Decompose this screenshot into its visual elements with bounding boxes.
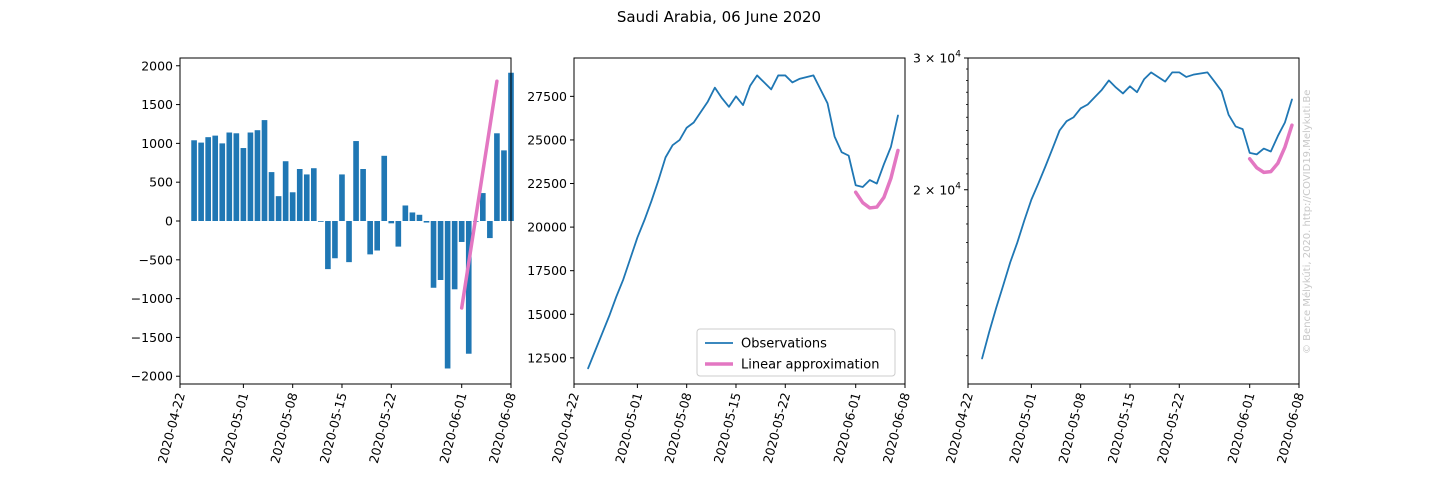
bar <box>268 172 275 221</box>
bar <box>233 133 240 221</box>
approximation-line <box>1247 123 1294 175</box>
bar <box>198 142 204 221</box>
x-tick-label: 2020-05-15 <box>1105 391 1138 465</box>
bar <box>381 155 388 221</box>
bar <box>325 221 331 270</box>
x-tick-label: 2020-06-08 <box>880 391 913 465</box>
bar <box>212 135 219 221</box>
bar <box>501 150 507 221</box>
bar <box>205 137 211 221</box>
observations-line <box>587 74 899 370</box>
bar <box>282 161 289 221</box>
bar <box>416 214 423 221</box>
bar <box>275 196 282 221</box>
bar <box>318 221 324 222</box>
y-tick-label: 2000 <box>141 58 173 73</box>
x-tick-label: 2020-06-01 <box>436 391 469 465</box>
bar <box>458 221 465 242</box>
y-tick-label: −1000 <box>131 291 173 306</box>
x-tick-label: 2020-05-15 <box>317 391 350 465</box>
approximation-line <box>459 79 499 310</box>
bar <box>494 133 500 221</box>
bar <box>226 132 233 221</box>
approximation-line <box>853 148 900 210</box>
y-tick-label: 0 <box>165 214 173 229</box>
bar <box>303 174 310 221</box>
bar <box>296 169 303 221</box>
x-tick-label: 2020-06-08 <box>1274 391 1307 465</box>
bar <box>247 132 254 221</box>
x-tick-label: 2020-05-22 <box>760 391 793 465</box>
figure-title: Saudi Arabia, 06 June 2020 <box>617 8 821 26</box>
bar <box>487 221 493 239</box>
y-tick-label: 12500 <box>527 350 567 365</box>
bar <box>254 130 261 221</box>
x-tick-label: 2020-05-08 <box>267 391 300 465</box>
y-tick-label: 22500 <box>527 176 567 191</box>
y-tick-label: 25000 <box>527 132 567 147</box>
bar <box>332 221 338 259</box>
bar <box>339 174 345 221</box>
x-tick-label: 2020-06-08 <box>486 391 519 465</box>
x-tick-label: 2020-05-01 <box>218 391 251 465</box>
y-tick-label: 20000 <box>527 220 567 235</box>
y-tick-label: 15000 <box>527 307 567 322</box>
log-scale-line-panel: 2020-04-22 2020-05-01 2020-05-08 2020-05-15… <box>913 50 1307 465</box>
bar <box>437 221 444 280</box>
y-tick-label: 1500 <box>141 97 173 112</box>
x-tick-label: 2020-05-22 <box>366 391 399 465</box>
bar <box>346 221 352 263</box>
axes-frame <box>967 57 1300 385</box>
bar <box>451 221 458 290</box>
x-tick-label: 2020-05-08 <box>661 391 694 465</box>
observations-line <box>981 71 1293 360</box>
bar <box>388 221 395 224</box>
x-tick-label: 2020-06-01 <box>830 391 863 465</box>
x-tick-label: 2020-04-22 <box>155 391 188 465</box>
linear-scale-line-panel: 2020-04-22 2020-05-01 2020-05-08 2020-05-15… <box>527 57 913 465</box>
bar <box>240 148 247 221</box>
y-tick-label: 17500 <box>527 263 567 278</box>
bar <box>395 221 402 247</box>
y-tick-label: −2000 <box>131 369 173 384</box>
x-tick-label: 2020-05-01 <box>1006 391 1039 465</box>
x-tick-label: 2020-05-22 <box>1154 391 1187 465</box>
y-tick-label: 3 × 104 <box>913 50 961 66</box>
y-tick-label: 1000 <box>141 136 173 151</box>
bar <box>423 221 430 223</box>
credit-text: © Bence Mélykúti, 2020. http://COVID19.M… <box>1301 90 1313 354</box>
bar <box>353 141 359 221</box>
x-tick-label: 2020-05-08 <box>1055 391 1088 465</box>
bar <box>465 221 472 354</box>
bar <box>402 205 409 221</box>
bar <box>261 120 268 221</box>
legend-label: Observations <box>741 337 827 352</box>
bar <box>219 143 226 221</box>
y-tick-label: −1500 <box>131 330 173 345</box>
y-tick-label: 27500 <box>527 89 567 104</box>
bar <box>310 168 317 221</box>
y-tick-label: 500 <box>149 175 173 190</box>
bar <box>289 192 296 221</box>
bar <box>444 221 451 369</box>
bar <box>480 193 486 221</box>
y-tick-label: 2 × 104 <box>913 181 961 197</box>
x-tick-label: 2020-05-01 <box>612 391 645 465</box>
legend-box <box>696 328 896 377</box>
bar <box>360 169 366 221</box>
bar <box>409 212 416 221</box>
bar <box>367 221 373 255</box>
bar <box>374 221 380 251</box>
x-tick-label: 2020-04-22 <box>549 391 582 465</box>
x-tick-label: 2020-04-22 <box>943 391 976 465</box>
x-tick-label: 2020-05-15 <box>711 391 744 465</box>
bar <box>191 140 197 221</box>
bar <box>430 221 437 288</box>
axes-frame <box>573 57 906 385</box>
legend-label: Linear approximation <box>741 358 879 373</box>
daily-change-bar-panel: 2020-04-22 2020-05-01 2020-05-08 2020-05-15… <box>131 57 519 465</box>
x-tick-label: 2020-06-01 <box>1224 391 1257 465</box>
y-tick-label: −500 <box>139 252 173 267</box>
